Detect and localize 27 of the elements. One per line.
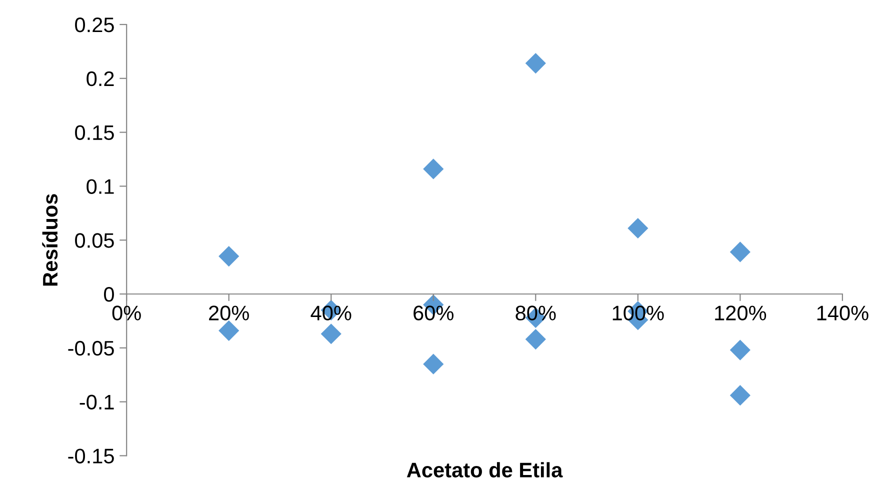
x-tick-label: 0% — [112, 306, 141, 320]
point — [730, 340, 750, 360]
x-tick-label: 60% — [414, 306, 454, 320]
point — [525, 328, 546, 350]
point — [218, 320, 240, 341]
point — [628, 218, 648, 239]
point — [730, 242, 750, 262]
y-tick-label: -0.1 — [80, 394, 114, 410]
point — [320, 324, 342, 344]
y-tick-label: 0.15 — [75, 125, 114, 140]
y-tick-label: 0.2 — [86, 71, 114, 86]
x-tick-label: 140% — [817, 306, 868, 320]
point — [525, 53, 546, 74]
x-tick-label: 20% — [209, 306, 249, 320]
y-tick-label: 0.05 — [75, 233, 114, 248]
point — [423, 354, 444, 374]
point — [730, 385, 750, 406]
y-axis-title: Resíduos — [42, 194, 58, 286]
x-axis-title: Acetato de Etila — [406, 462, 563, 478]
x-tick-label: 120% — [715, 306, 766, 320]
y-tick-label: 0.25 — [75, 18, 114, 32]
y-tick-label: -0.15 — [68, 448, 114, 464]
y-tick-label: 0.1 — [86, 179, 114, 194]
y-tick-label: 0 — [104, 287, 114, 302]
point — [423, 158, 444, 180]
y-tick-label: -0.05 — [68, 340, 114, 356]
point — [218, 246, 240, 267]
